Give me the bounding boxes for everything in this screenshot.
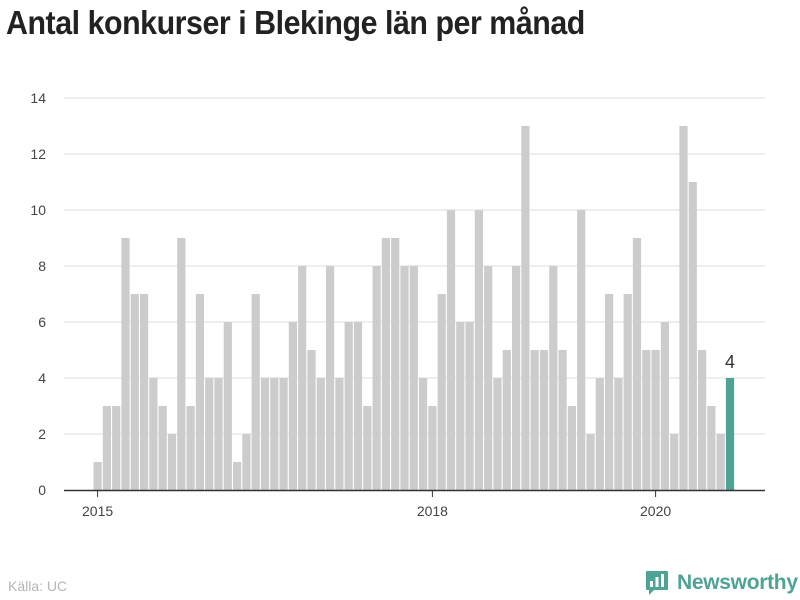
bar xyxy=(512,266,521,490)
bar xyxy=(214,378,223,490)
bar xyxy=(121,238,130,490)
bar xyxy=(112,406,121,490)
bar xyxy=(316,378,325,490)
bar xyxy=(539,350,549,490)
bar xyxy=(195,294,204,490)
bar xyxy=(186,406,195,490)
bar xyxy=(298,266,307,490)
newsworthy-logo-icon xyxy=(646,571,668,595)
bar xyxy=(344,322,353,490)
bar xyxy=(233,462,242,490)
bar xyxy=(698,350,707,490)
bar xyxy=(307,350,316,490)
brand-name: Newsworthy xyxy=(677,571,798,594)
bar xyxy=(558,350,567,490)
bar xyxy=(279,378,288,490)
bar xyxy=(177,238,186,490)
bar xyxy=(484,266,493,490)
bar xyxy=(642,350,651,490)
bar xyxy=(93,462,102,490)
bar xyxy=(567,406,576,490)
bar xyxy=(577,210,586,490)
y-tick-label: 10 xyxy=(30,202,46,218)
y-tick-label: 6 xyxy=(38,314,46,330)
bar xyxy=(251,294,260,490)
x-tick-label: 2015 xyxy=(82,503,113,519)
bar xyxy=(140,294,149,490)
bar xyxy=(437,294,446,490)
bar xyxy=(205,378,214,490)
y-tick-label: 0 xyxy=(38,482,46,498)
bar xyxy=(446,210,456,490)
bar xyxy=(549,266,558,490)
bar xyxy=(530,350,539,490)
bar xyxy=(381,238,390,490)
bar xyxy=(586,434,595,490)
bar xyxy=(158,406,167,490)
bar xyxy=(502,350,511,490)
bar xyxy=(679,126,688,490)
brand-logo: Newsworthy xyxy=(645,568,798,598)
bar xyxy=(595,378,604,490)
bar xyxy=(102,406,111,490)
bar xyxy=(493,378,502,490)
y-tick-label: 12 xyxy=(30,146,46,162)
bar xyxy=(372,266,381,490)
bar xyxy=(363,406,372,490)
bar xyxy=(688,182,697,490)
bar xyxy=(474,210,483,490)
bar xyxy=(400,266,409,490)
bar xyxy=(335,378,344,490)
bar xyxy=(288,322,297,490)
bar xyxy=(651,350,660,490)
source-note: Källa: UC xyxy=(8,578,68,594)
bar xyxy=(270,378,279,490)
y-tick-label: 8 xyxy=(38,258,46,274)
bar xyxy=(632,238,642,490)
data-labels: 4 xyxy=(725,352,735,372)
x-axis-ticks: 2015 2018 2020 xyxy=(82,490,671,519)
x-tick-label: 2020 xyxy=(640,503,671,519)
highlight-value-label: 4 xyxy=(725,352,735,372)
bar xyxy=(614,378,623,490)
bar xyxy=(521,126,530,490)
chart-title: Antal konkurser i Blekinge län per månad xyxy=(6,4,585,41)
bar xyxy=(716,434,725,490)
bar xyxy=(670,434,679,490)
y-tick-label: 4 xyxy=(38,370,46,386)
bars xyxy=(93,126,735,490)
bar xyxy=(419,378,428,490)
bar xyxy=(409,266,418,490)
bar xyxy=(660,322,669,490)
y-axis-labels: 0 2 4 6 8 10 12 14 xyxy=(30,90,46,498)
bar xyxy=(326,266,335,490)
bar xyxy=(130,294,139,490)
bar xyxy=(456,322,465,490)
bar xyxy=(391,238,400,490)
bar xyxy=(353,322,363,490)
bar xyxy=(465,322,474,490)
bar-highlight xyxy=(725,378,735,490)
bar xyxy=(605,294,614,490)
bar xyxy=(428,406,437,490)
y-tick-label: 14 xyxy=(30,90,46,106)
y-tick-label: 2 xyxy=(38,426,46,442)
x-tick-label: 2018 xyxy=(417,503,448,519)
bar xyxy=(167,434,177,490)
bar xyxy=(242,434,251,490)
bar xyxy=(707,406,716,490)
bar xyxy=(260,378,270,490)
bar xyxy=(623,294,632,490)
bar xyxy=(223,322,232,490)
bar xyxy=(149,378,158,490)
